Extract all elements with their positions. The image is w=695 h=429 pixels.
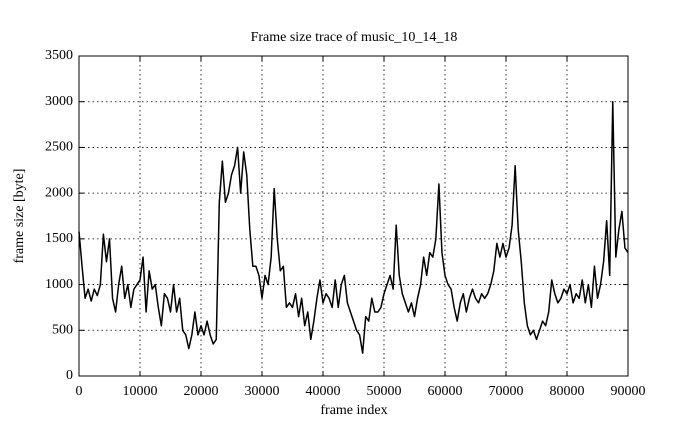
y-tick-label: 2500 [45,140,73,155]
x-tick-label: 30000 [245,384,280,399]
y-tick-label: 500 [52,323,73,338]
y-tick-label: 1000 [45,277,73,292]
x-axis-label: frame index [320,403,387,418]
x-tick-label: 40000 [306,384,341,399]
x-tick-label: 70000 [489,384,524,399]
y-tick-label: 2000 [45,185,73,200]
x-tick-label: 80000 [550,384,585,399]
x-tick-label: 90000 [611,384,646,399]
x-tick-label: 60000 [428,384,463,399]
y-tick-label: 3500 [45,48,73,63]
chart-title: Frame size trace of music_10_14_18 [251,30,458,45]
y-tick-label: 3000 [45,94,73,109]
y-axis-label: frame size [byte] [12,169,27,264]
plot-frame [78,55,629,377]
data-line [78,100,629,354]
x-tick-label: 20000 [184,384,219,399]
x-tick-label: 0 [76,384,83,399]
x-tick-label: 10000 [123,384,158,399]
x-tick-label: 50000 [367,384,402,399]
y-tick-label: 0 [66,368,73,383]
y-tick-label: 1500 [45,231,73,246]
